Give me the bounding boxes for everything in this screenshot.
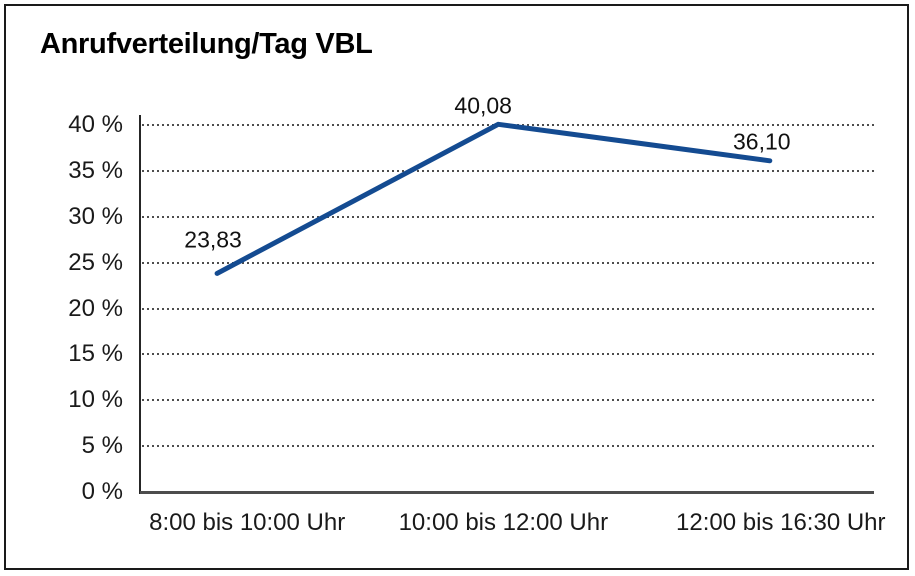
gridline: [142, 169, 874, 172]
gridline: [142, 215, 874, 218]
x-tick-label: 8:00 bis 10:00 Uhr: [149, 509, 346, 536]
gridline: [142, 399, 874, 402]
gridline: [142, 261, 874, 264]
data-label: 23,83: [184, 226, 242, 253]
x-tick-label: 12:00 bis 16:30 Uhr: [676, 509, 886, 536]
y-tick-label: 40 %: [68, 111, 123, 138]
y-axis-line: [139, 115, 141, 494]
series-line: [214, 121, 773, 276]
y-tick-label: 10 %: [68, 386, 123, 414]
x-axis-line: [140, 491, 874, 494]
data-label: 40,08: [454, 92, 512, 119]
gridline: [142, 124, 874, 126]
data-label: 36,10: [732, 128, 791, 155]
x-tick-label: 10:00 bis 12:00 Uhr: [398, 509, 609, 536]
y-tick-label: 20 %: [68, 294, 123, 322]
y-tick-label: 0 %: [81, 478, 123, 505]
chart-title: Anrufverteilung/Tag VBL: [40, 28, 373, 60]
gridline: [142, 307, 874, 310]
y-tick-label: 35 %: [68, 156, 123, 184]
y-tick-label: 30 %: [68, 202, 123, 230]
y-tick-label: 5 %: [81, 432, 123, 460]
y-tick-label: 15 %: [68, 340, 123, 368]
y-tick-label: 25 %: [68, 248, 123, 276]
gridline: [142, 445, 874, 448]
gridline: [142, 353, 874, 356]
